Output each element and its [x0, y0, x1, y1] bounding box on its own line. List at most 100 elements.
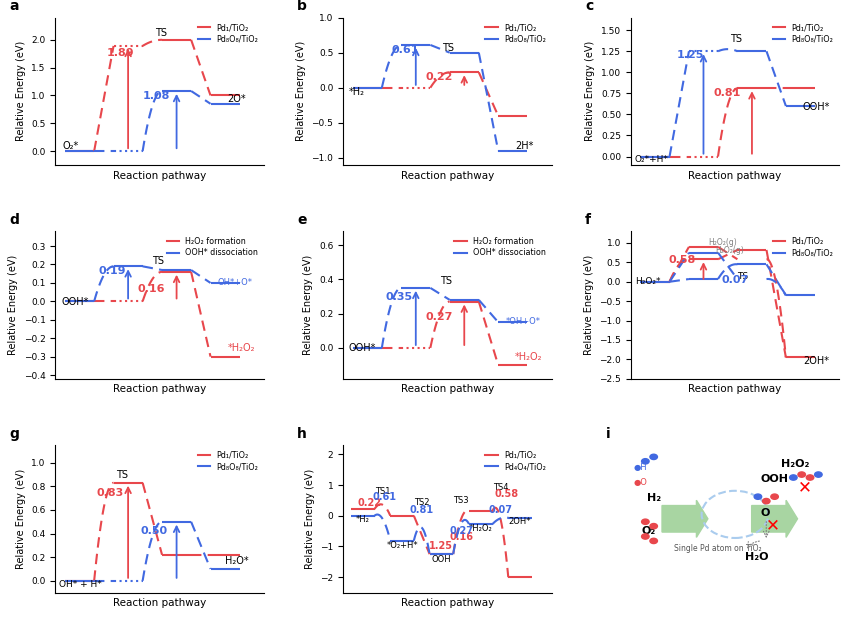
Text: a: a: [9, 0, 19, 13]
Text: OOH*: OOH*: [803, 102, 830, 112]
Text: H₂O₂*: H₂O₂*: [635, 277, 660, 286]
Y-axis label: Relative Energy (eV): Relative Energy (eV): [584, 255, 594, 355]
Legend: Pd₁/TiO₂, Pd₈O₈/TiO₂: Pd₁/TiO₂, Pd₈O₈/TiO₂: [196, 21, 260, 45]
Text: TS: TS: [116, 470, 128, 480]
Legend: Pd₁/TiO₂, Pd₄O₄/TiO₂: Pd₁/TiO₂, Pd₄O₄/TiO₂: [484, 449, 548, 473]
Text: 2H*: 2H*: [515, 141, 533, 151]
Text: 2O*: 2O*: [227, 94, 246, 104]
X-axis label: Reaction pathway: Reaction pathway: [688, 171, 781, 181]
Text: 0.61: 0.61: [392, 45, 419, 55]
Text: O₂*: O₂*: [63, 141, 79, 151]
Circle shape: [790, 475, 797, 480]
X-axis label: Reaction pathway: Reaction pathway: [113, 598, 206, 608]
Legend: H₂O₂ formation, OOH* dissociation: H₂O₂ formation, OOH* dissociation: [453, 235, 548, 259]
Circle shape: [798, 472, 805, 477]
Text: f: f: [584, 213, 591, 227]
Circle shape: [642, 534, 649, 539]
X-axis label: Reaction pathway: Reaction pathway: [113, 384, 206, 394]
Text: *H₂: *H₂: [356, 515, 370, 525]
Text: ●O: ●O: [634, 478, 648, 487]
Text: 0.58: 0.58: [669, 255, 696, 265]
Y-axis label: Relative Energy (eV): Relative Energy (eV): [303, 255, 314, 355]
Text: H₂O₂: H₂O₂: [780, 459, 809, 469]
Text: H₂O: H₂O: [746, 552, 769, 562]
Text: OOH: OOH: [760, 474, 788, 484]
Circle shape: [754, 494, 762, 499]
Text: Single Pd atom on TiO₂: Single Pd atom on TiO₂: [675, 544, 763, 553]
Text: 0.27: 0.27: [425, 312, 453, 322]
Circle shape: [642, 519, 649, 524]
Text: 0.07: 0.07: [722, 275, 749, 285]
Text: OH*+O*: OH*+O*: [218, 278, 253, 287]
Text: *H₂O₂: *H₂O₂: [227, 343, 255, 353]
Text: 0.35: 0.35: [386, 292, 413, 302]
Text: 0.58: 0.58: [494, 488, 518, 498]
Circle shape: [763, 498, 770, 503]
Legend: Pd₁/TiO₂, Pd₈O₈/TiO₂: Pd₁/TiO₂, Pd₈O₈/TiO₂: [772, 21, 835, 45]
Text: 0.50: 0.50: [141, 525, 167, 535]
X-axis label: Reaction pathway: Reaction pathway: [113, 171, 206, 181]
Text: TS2: TS2: [414, 498, 429, 507]
Y-axis label: Relative Energy (eV): Relative Energy (eV): [296, 41, 306, 142]
Text: *H₂O₂: *H₂O₂: [515, 352, 543, 362]
Y-axis label: Relative Energy (eV): Relative Energy (eV): [9, 255, 18, 355]
FancyArrow shape: [751, 500, 797, 537]
Text: OOH: OOH: [432, 555, 452, 564]
Text: 0.16: 0.16: [138, 284, 165, 294]
Text: d: d: [9, 213, 20, 227]
Circle shape: [815, 472, 822, 477]
Legend: H₂O₂ formation, OOH* dissociation: H₂O₂ formation, OOH* dissociation: [165, 235, 260, 259]
Text: g: g: [9, 427, 20, 441]
Y-axis label: Relative Energy (eV): Relative Energy (eV): [15, 468, 26, 569]
Text: OOH*: OOH*: [61, 297, 89, 307]
Legend: Pd₁/TiO₂, Pd₈O₈/TiO₂: Pd₁/TiO₂, Pd₈O₈/TiO₂: [484, 21, 548, 45]
Text: OOH*: OOH*: [348, 344, 377, 354]
Text: 1.08: 1.08: [142, 92, 170, 102]
Text: 0.61: 0.61: [372, 492, 396, 502]
Text: 1.25: 1.25: [676, 50, 705, 60]
Text: TS4: TS4: [492, 483, 508, 492]
Text: 2OH*: 2OH*: [509, 517, 532, 526]
Text: TS: TS: [153, 256, 164, 266]
Text: TS: TS: [730, 34, 742, 44]
Text: TS: TS: [738, 272, 749, 281]
Circle shape: [650, 524, 658, 529]
Text: 0.22: 0.22: [358, 498, 382, 508]
Text: TS: TS: [155, 28, 167, 38]
Text: b: b: [297, 0, 307, 13]
Circle shape: [642, 459, 649, 464]
Circle shape: [806, 475, 814, 480]
Text: 2OH*: 2OH*: [803, 356, 829, 366]
Text: O: O: [760, 508, 769, 518]
Text: 0.19: 0.19: [98, 266, 125, 276]
Text: 1.89: 1.89: [106, 48, 134, 58]
Text: H₂: H₂: [648, 493, 661, 503]
Text: TS3: TS3: [453, 496, 469, 505]
Text: h: h: [297, 427, 307, 441]
Text: O₂: O₂: [642, 525, 655, 535]
Legend: Pd₁/TiO₂, Pd₈O₈/TiO₂: Pd₁/TiO₂, Pd₈O₈/TiO₂: [196, 449, 260, 473]
Y-axis label: Relative Energy (eV): Relative Energy (eV): [15, 41, 26, 142]
Text: 1.25: 1.25: [429, 540, 453, 551]
Text: TS1: TS1: [375, 487, 390, 495]
Text: OH* + H*: OH* + H*: [60, 579, 102, 589]
Circle shape: [771, 494, 779, 499]
X-axis label: Reaction pathway: Reaction pathway: [688, 384, 781, 394]
Circle shape: [650, 538, 658, 544]
Text: ✕: ✕: [797, 478, 811, 496]
Text: 0.81: 0.81: [713, 88, 740, 98]
Text: TS: TS: [440, 277, 452, 287]
Legend: Pd₁/TiO₂, Pd₈O₈/TiO₂: Pd₁/TiO₂, Pd₈O₈/TiO₂: [772, 235, 835, 259]
Text: H₂O₂(g): H₂O₂(g): [716, 246, 745, 255]
FancyArrow shape: [662, 500, 708, 537]
Text: i: i: [606, 427, 610, 441]
Text: H₂O*: H₂O*: [225, 556, 249, 566]
Text: ✕: ✕: [766, 517, 780, 535]
Text: 0.27: 0.27: [449, 525, 473, 535]
Circle shape: [650, 454, 658, 460]
Text: 0.81: 0.81: [410, 505, 434, 515]
Text: *H₂O₂: *H₂O₂: [469, 524, 492, 533]
X-axis label: Reaction pathway: Reaction pathway: [400, 384, 494, 394]
Text: e: e: [297, 213, 307, 227]
Text: TS: TS: [442, 43, 454, 53]
